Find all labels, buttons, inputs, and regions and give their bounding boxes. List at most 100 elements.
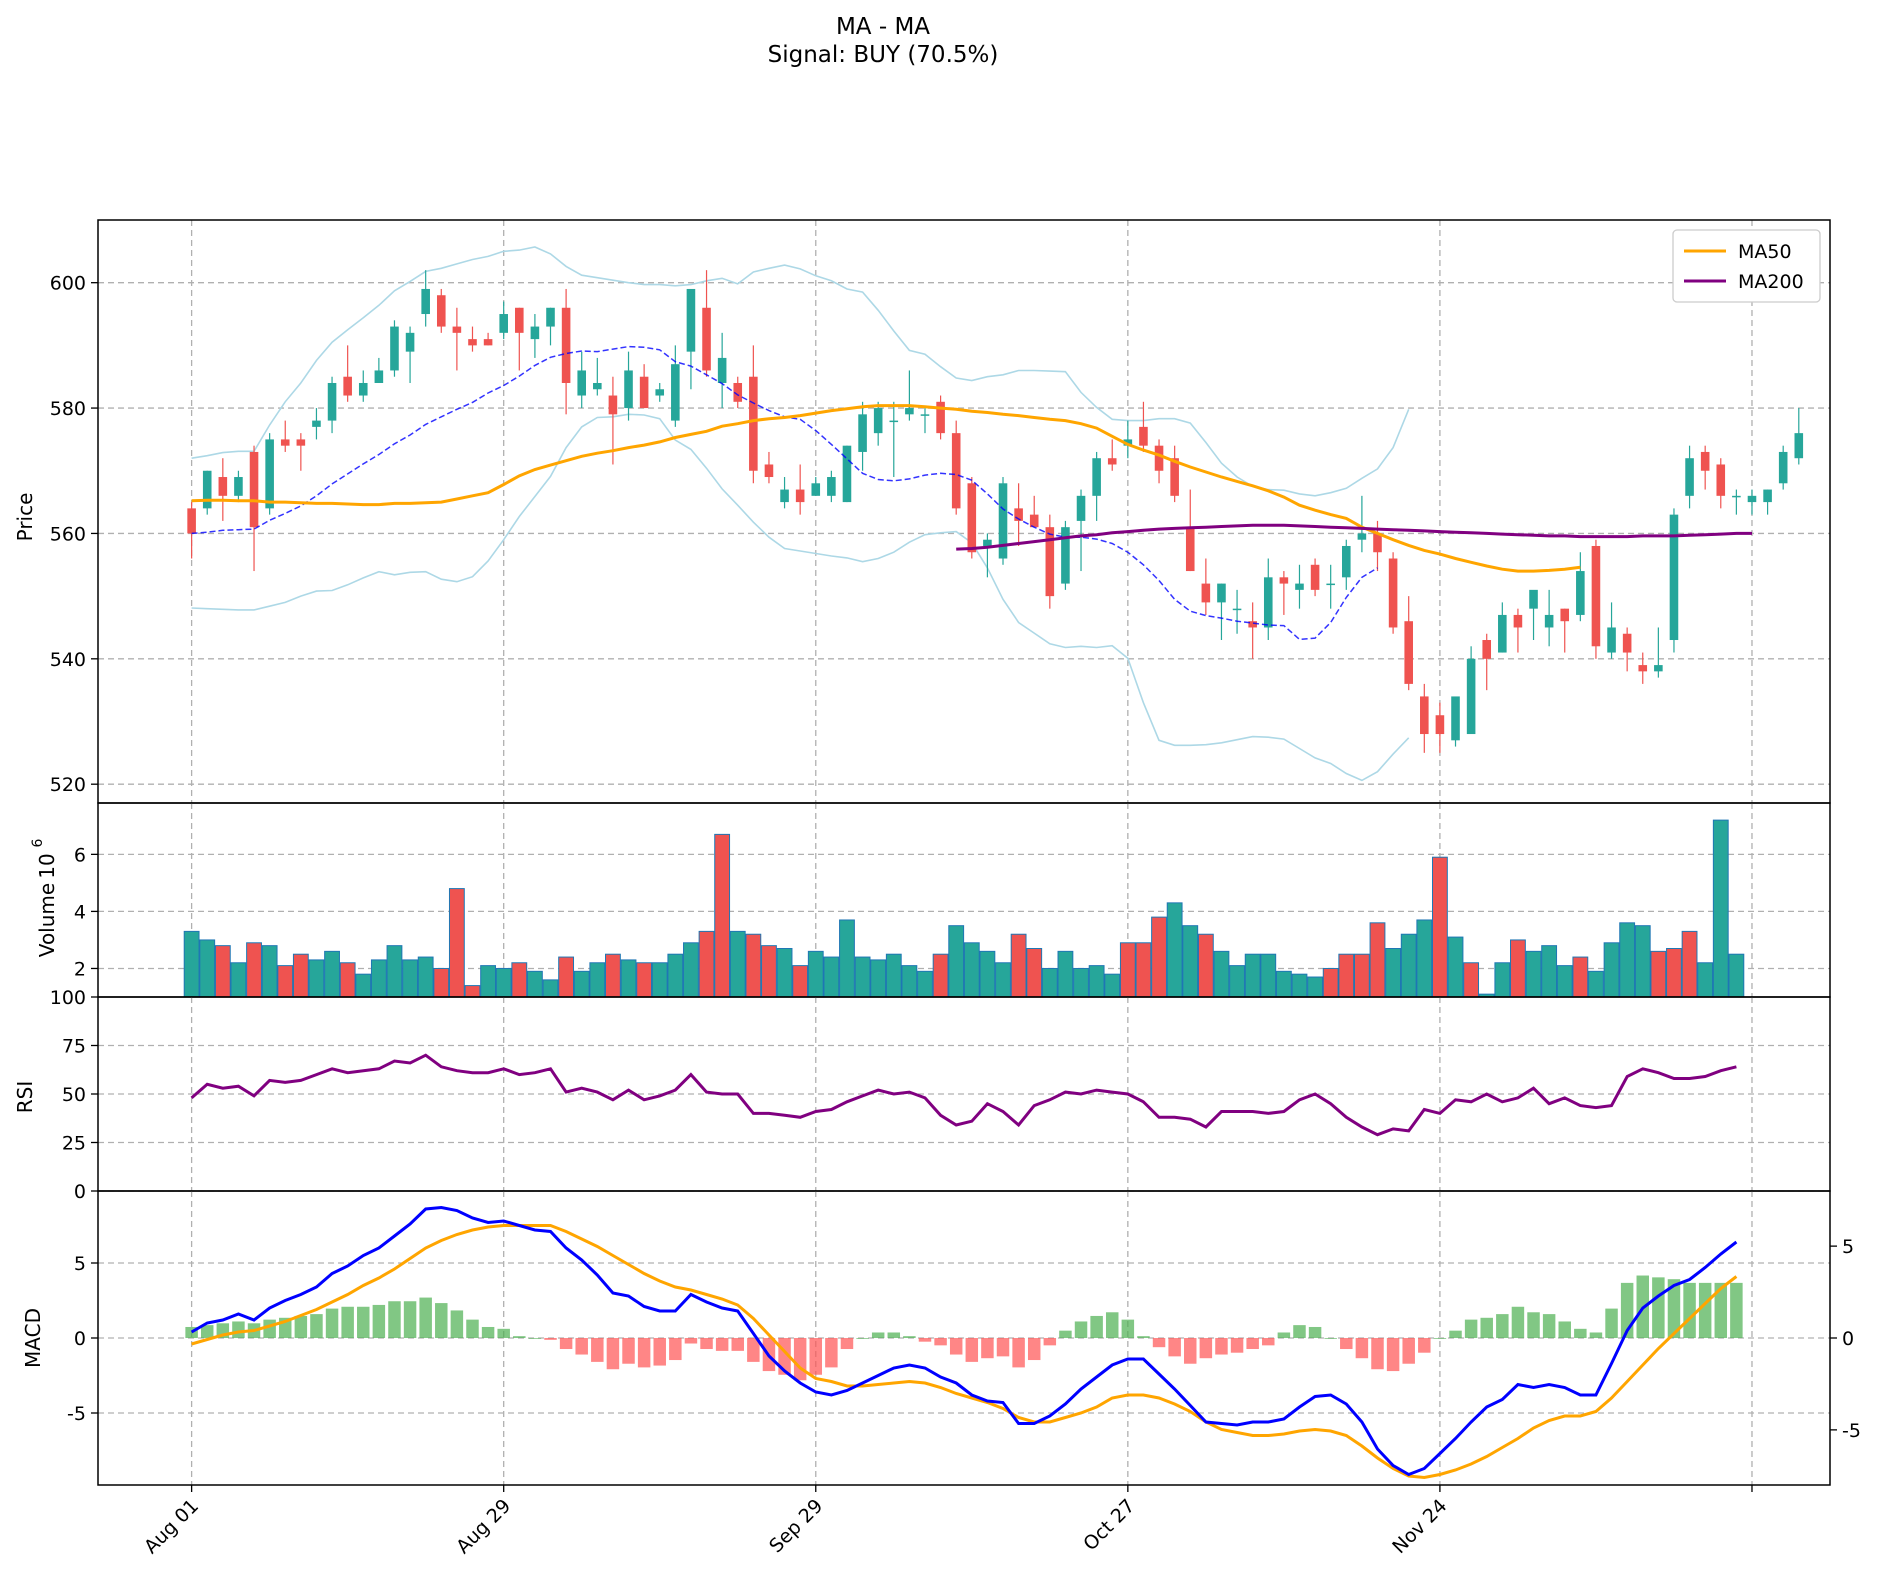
volume-bar [1588, 970, 1604, 998]
candle-body [608, 395, 618, 415]
candle-body [187, 508, 196, 534]
candle-body [1529, 589, 1538, 609]
candle-body [983, 539, 992, 546]
candle-body [1248, 621, 1257, 628]
x-tick-label: Oct 27 [1079, 1495, 1139, 1555]
y-tick-label: 0 [74, 1328, 86, 1350]
macd-histogram-bar [419, 1297, 432, 1338]
volume-bar [589, 962, 606, 998]
macd-histogram-bar [637, 1338, 651, 1368]
candle-body [1466, 658, 1476, 735]
volume-bar [698, 930, 715, 998]
y-tick-label: 25 [62, 1133, 86, 1155]
macd-histogram-bar [1105, 1312, 1119, 1338]
candle-body [374, 370, 384, 383]
volume-bar [854, 956, 871, 998]
volume-bar [963, 942, 980, 998]
volume-panel: 2 4 6 [74, 802, 1831, 998]
volume-bar [1369, 922, 1386, 998]
y-tick-label: 100 [50, 987, 86, 1009]
macd-histogram-bar [200, 1325, 214, 1338]
macd-histogram-bar [965, 1338, 979, 1362]
macd-histogram-bar [903, 1336, 916, 1338]
candle-body [624, 370, 633, 409]
rsi-axis-label: RSI [13, 1081, 37, 1114]
macd-histogram-bar [232, 1321, 245, 1338]
y-tick-label: 580 [50, 398, 86, 420]
macd-histogram-bar [1527, 1312, 1540, 1338]
candle-body [593, 382, 602, 390]
macd-histogram-bar [1230, 1338, 1244, 1353]
candle-body [1576, 571, 1585, 615]
macd-histogram-bar [934, 1338, 947, 1346]
volume-bar [792, 965, 809, 998]
volume-bar [480, 965, 497, 998]
volume-bar [448, 888, 465, 998]
candle-body [1295, 583, 1304, 590]
macd-histogram-bar [1121, 1319, 1135, 1338]
volume-bar [277, 965, 294, 998]
macd-histogram-bar [622, 1338, 635, 1364]
macd-histogram-bar [1714, 1282, 1728, 1338]
volume-bar [230, 962, 247, 998]
candle-body [1700, 451, 1710, 471]
macd-histogram-bar [1449, 1330, 1462, 1338]
candle-body [1014, 508, 1023, 521]
volume-bar [776, 948, 793, 998]
volume-bar [511, 962, 528, 998]
candle-body [483, 339, 493, 346]
macd-histogram-bar [185, 1326, 198, 1338]
volume-bar [1712, 819, 1729, 998]
volume-bar [464, 985, 481, 998]
macd-histogram-bar [887, 1332, 901, 1338]
candle-body [1747, 495, 1757, 503]
macd-histogram-bar [544, 1338, 557, 1340]
ma200-line [956, 523, 1752, 551]
macd-histogram-bar [793, 1338, 807, 1381]
candle-body [827, 477, 836, 496]
candle-body [1170, 458, 1179, 496]
macd-histogram-bar [466, 1319, 479, 1338]
legend: MA50 MA200 [1672, 229, 1821, 303]
volume-bar [1400, 933, 1417, 998]
y2-tick-label: 0 [1842, 1328, 1854, 1350]
candle-body [686, 288, 696, 352]
macd-histogram-bar [559, 1338, 573, 1350]
candle-body [1435, 715, 1445, 735]
macd-histogram-bar [1027, 1338, 1041, 1361]
volume-bar [526, 970, 543, 998]
macd-histogram-bar [1683, 1282, 1696, 1338]
macd-histogram-bar [1480, 1317, 1493, 1338]
macd-histogram-bar [591, 1338, 604, 1362]
candle-body [998, 483, 1008, 559]
y2-tick-label: 5 [1842, 1236, 1854, 1258]
candle-body [312, 420, 321, 427]
macd-histogram-bar [450, 1310, 464, 1338]
macd-histogram-bar [528, 1338, 542, 1339]
candle-body [1357, 533, 1367, 540]
candle-body [795, 489, 805, 503]
x-tick-label: Aug 01 [140, 1495, 203, 1558]
macd-histogram-bar [1215, 1338, 1228, 1355]
macd-histogram-bar [996, 1338, 1010, 1357]
volume-bar [1619, 922, 1636, 998]
ma50-line [191, 404, 1581, 573]
macd-histogram-bar [325, 1308, 339, 1338]
candle-body [1076, 495, 1086, 521]
macd-line [190, 1205, 1738, 1477]
macd-histogram-bar [1542, 1314, 1556, 1338]
macd-histogram-bar [341, 1306, 354, 1338]
candle-body [1341, 545, 1351, 578]
macd-histogram-bar [513, 1336, 526, 1338]
candle-body [1638, 665, 1648, 672]
volume-bar [558, 956, 575, 998]
volume-bar [667, 953, 684, 998]
candle-body [561, 307, 571, 383]
candle-body [1123, 439, 1133, 446]
volume-bar [1463, 962, 1480, 998]
volume-bar [605, 953, 621, 998]
price-axis-label: Price [13, 493, 37, 542]
macd-histogram-bar [1168, 1338, 1181, 1357]
candle-body [546, 307, 555, 327]
y-tick-label: 6 [74, 844, 86, 866]
